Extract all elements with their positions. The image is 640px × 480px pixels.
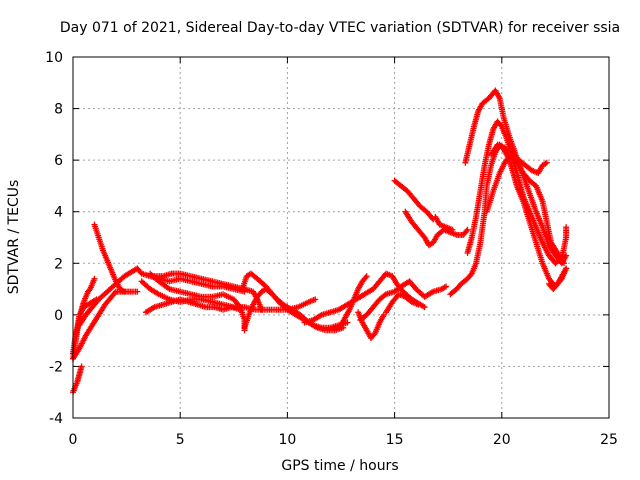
data-point bbox=[78, 363, 85, 370]
x-tick-label: 5 bbox=[176, 432, 185, 448]
y-tick-label: -2 bbox=[49, 359, 63, 375]
data-point bbox=[463, 228, 470, 235]
x-tick-label: 15 bbox=[386, 432, 404, 448]
data-point bbox=[497, 122, 504, 129]
x-tick-label: 20 bbox=[493, 432, 511, 448]
data-point bbox=[563, 252, 570, 259]
data-point bbox=[563, 224, 570, 231]
data-point bbox=[563, 265, 570, 272]
y-tick-label: 2 bbox=[54, 256, 63, 272]
data-point bbox=[134, 288, 141, 295]
data-point bbox=[371, 331, 378, 338]
y-tick-label: 6 bbox=[54, 153, 63, 169]
x-tick-label: 10 bbox=[278, 432, 296, 448]
data-point bbox=[421, 304, 428, 311]
data-point bbox=[415, 301, 422, 308]
chart-title: Day 071 of 2021, Sidereal Day-to-day VTE… bbox=[60, 20, 620, 36]
data-point bbox=[467, 271, 474, 278]
data-markers bbox=[70, 87, 570, 396]
y-tick-label: 4 bbox=[54, 205, 63, 221]
data-point bbox=[121, 288, 128, 295]
y-tick-label: 10 bbox=[45, 50, 63, 66]
data-point bbox=[560, 260, 567, 267]
y-tick-label: 0 bbox=[54, 308, 63, 324]
data-point bbox=[362, 274, 369, 281]
data-point bbox=[312, 296, 319, 303]
data-point bbox=[91, 275, 98, 282]
data-point bbox=[258, 306, 265, 313]
data-point bbox=[464, 226, 471, 233]
grid-lines bbox=[73, 57, 609, 418]
y-tick-label: 8 bbox=[54, 102, 63, 118]
data-point bbox=[449, 226, 456, 233]
axis-ticks: 0 5 10 15 20 25 -4 -2 0 2 4 6 8 10 bbox=[45, 50, 618, 448]
data-point bbox=[381, 292, 388, 299]
data-point bbox=[86, 287, 93, 294]
plot-frame bbox=[72, 56, 610, 419]
data-point bbox=[363, 273, 370, 280]
x-axis-label: GPS time / hours bbox=[281, 458, 398, 474]
data-point bbox=[543, 159, 550, 166]
y-tick-label: -4 bbox=[49, 411, 63, 427]
data-point bbox=[236, 302, 243, 309]
x-tick-label: 0 bbox=[69, 432, 78, 448]
y-axis-label: SDTVAR / TECUs bbox=[6, 180, 22, 295]
data-point bbox=[111, 289, 118, 296]
data-point bbox=[443, 283, 450, 290]
x-tick-label: 25 bbox=[600, 432, 618, 448]
